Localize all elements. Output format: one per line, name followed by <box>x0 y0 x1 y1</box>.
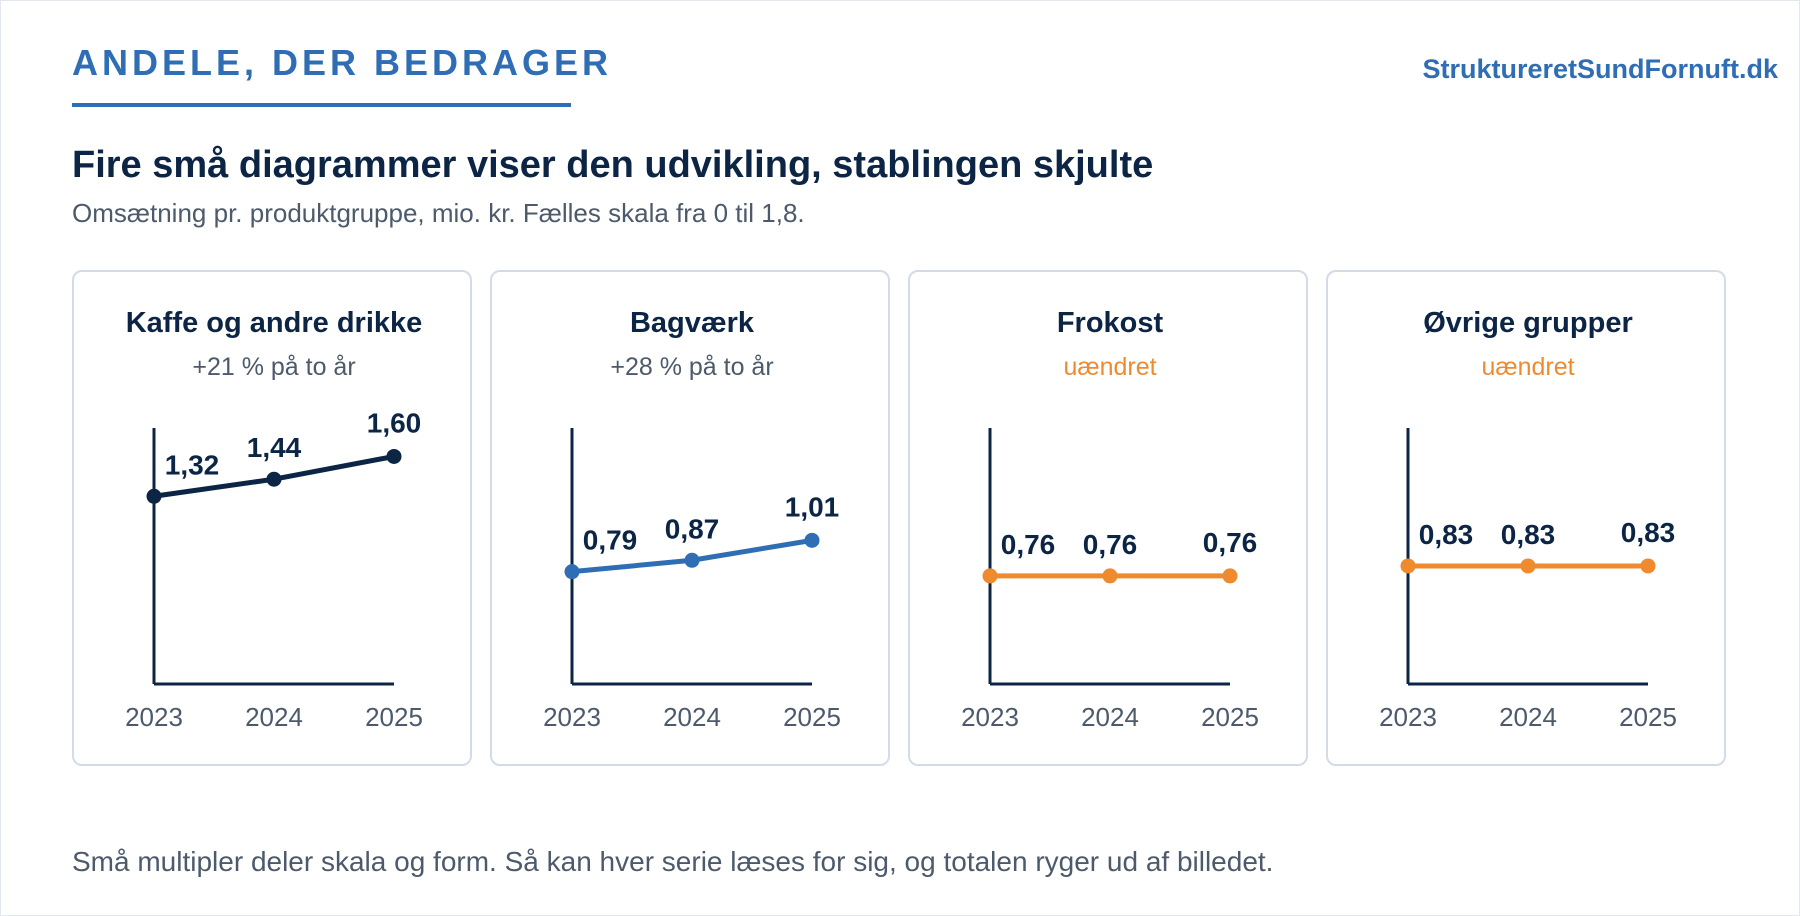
chart-subtitle: +28 % på to år <box>610 353 773 381</box>
data-label: 0,79 <box>583 525 638 556</box>
kicker-heading: ANDELE, DER BEDRAGER <box>72 42 613 83</box>
data-point <box>684 552 700 568</box>
chart-title: Kaffe og andre drikke <box>126 307 423 339</box>
x-tick-label: 2025 <box>783 702 841 732</box>
small-multiple-panel-2: Bagværk +28 % på to år 0,79 2023 0,87 2024 1,0… <box>490 270 890 766</box>
data-label: 0,76 <box>1203 527 1258 558</box>
line-chart-1: Kaffe og andre drikke +21 % på to år 1,32 2… <box>125 307 423 732</box>
data-point <box>266 471 282 487</box>
data-point <box>564 564 580 580</box>
small-multiple-panel-4: Øvrige grupper uændret 0,83 2023 0,83 2024 0,8… <box>1326 270 1726 766</box>
chart-subtitle: uændret <box>1481 353 1574 381</box>
small-multiple-panel-1: Kaffe og andre drikke +21 % på to år 1,32 2… <box>72 270 472 766</box>
data-label: 0,83 <box>1501 519 1556 550</box>
data-point <box>386 448 402 464</box>
data-point <box>1222 568 1238 584</box>
chart-title: Frokost <box>1057 307 1164 339</box>
x-tick-label: 2023 <box>961 702 1019 732</box>
x-tick-label: 2023 <box>125 702 183 732</box>
line-chart-4: Øvrige grupper uændret 0,83 2023 0,83 2024 0,8… <box>1379 307 1677 732</box>
page-title: Fire små diagrammer viser den udvikling,… <box>72 144 1154 186</box>
data-label: 1,44 <box>247 432 302 463</box>
chart-title: Bagværk <box>630 307 755 339</box>
data-label: 1,32 <box>165 449 220 480</box>
line-chart-2: Bagværk +28 % på to år 0,79 2023 0,87 2024 1,0… <box>543 307 841 732</box>
x-tick-label: 2024 <box>1081 702 1139 732</box>
chart-title: Øvrige grupper <box>1423 307 1633 339</box>
chart-subtitle: uændret <box>1063 353 1156 381</box>
x-tick-label: 2025 <box>1201 702 1259 732</box>
data-point <box>804 532 820 548</box>
chart-subtitle: +21 % på to år <box>192 353 355 381</box>
data-label: 0,83 <box>1621 517 1676 548</box>
data-point <box>1520 558 1536 574</box>
x-tick-label: 2023 <box>1379 702 1437 732</box>
data-label: 1,60 <box>367 407 422 438</box>
footer-note: Små multipler deler skala og form. Så ka… <box>72 846 1274 877</box>
data-point <box>146 488 162 504</box>
data-point <box>1102 568 1118 584</box>
kicker-underline <box>72 103 571 107</box>
data-label: 0,87 <box>665 513 720 544</box>
x-tick-label: 2024 <box>663 702 721 732</box>
x-tick-label: 2025 <box>1619 702 1677 732</box>
data-point <box>1640 558 1656 574</box>
line-chart-3: Frokost uændret 0,76 2023 0,76 2024 0,76 2025 <box>961 307 1259 732</box>
data-label: 0,83 <box>1419 519 1474 550</box>
small-multiple-panel-3: Frokost uændret 0,76 2023 0,76 2024 0,76 2025 <box>908 270 1308 766</box>
x-tick-label: 2024 <box>1499 702 1557 732</box>
data-label: 1,01 <box>785 491 840 522</box>
x-tick-label: 2025 <box>365 702 423 732</box>
data-point <box>982 568 998 584</box>
x-tick-label: 2023 <box>543 702 601 732</box>
data-label: 0,76 <box>1083 529 1138 560</box>
brand-link[interactable]: StruktureretSundFornuft.dk <box>1422 54 1779 84</box>
data-label: 0,76 <box>1001 529 1056 560</box>
data-point <box>1400 558 1416 574</box>
page-subtitle: Omsætning pr. produktgruppe, mio. kr. Fæ… <box>72 198 805 228</box>
x-tick-label: 2024 <box>245 702 303 732</box>
